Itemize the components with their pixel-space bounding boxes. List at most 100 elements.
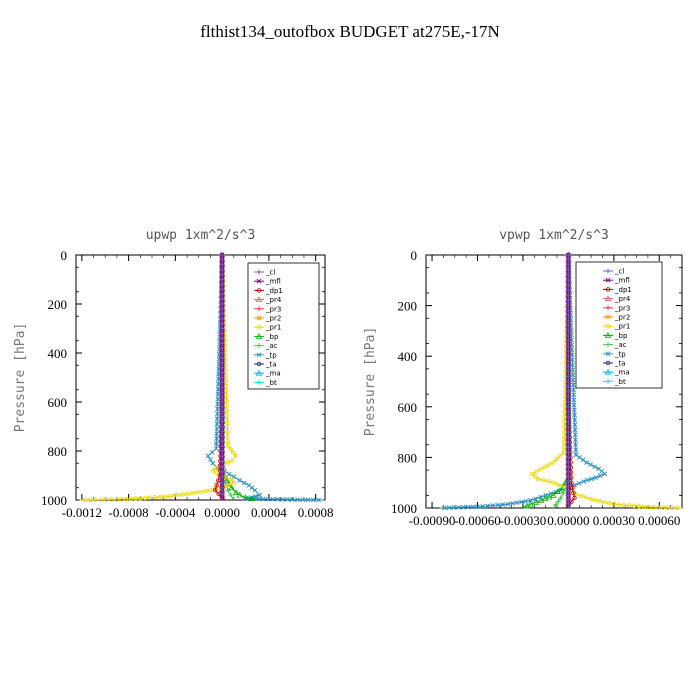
series-point [228,484,235,491]
series-point [205,453,211,459]
series-point [260,496,266,502]
series-point [219,419,225,425]
series-point [561,440,567,445]
legend-item: _mfl [603,277,630,285]
series-point [214,411,220,417]
series-point [565,292,571,298]
series-point [565,501,571,507]
series-point [598,498,603,504]
legend-label: _ta [265,361,277,369]
series-point [219,469,225,475]
legend-item: _pr2 [254,315,281,323]
legend-marker [256,352,262,358]
series-point [214,465,219,471]
series-point [162,494,167,499]
series-point [219,375,225,380]
series-point [565,303,571,309]
series-point [529,471,535,477]
x-tick-label: -0.00060 [454,513,501,528]
series-point [216,478,221,483]
series-point [219,257,225,263]
x-tick-label: 0.00030 [593,513,635,528]
series-point [210,468,215,473]
legend-marker [605,351,611,357]
legend-marker [605,268,611,274]
legend-item: _ma [254,370,281,378]
series-point [214,436,219,441]
series-point [470,504,476,510]
legend-item: _bp [254,333,279,341]
series-point [565,318,571,324]
series-point [514,500,520,506]
series-point [109,497,114,502]
legend-label: _mfl [265,278,281,286]
series-point [626,503,632,508]
series-point [565,404,571,410]
series-point [565,287,571,293]
series-point [532,474,538,479]
legend-box [247,262,320,390]
legend-item: _dp1 [603,286,632,294]
series-point [210,460,216,466]
series-point [225,438,231,444]
x-tick-label: 0.0008 [298,505,334,520]
series-point [565,389,571,395]
series-point [224,403,229,409]
legend-item: _ta [603,360,626,368]
series-point [565,348,571,354]
y-tick-label: 0 [61,248,68,263]
x-tick-label: -0.0004 [155,505,196,520]
series-point [528,498,533,503]
series-point [565,272,571,278]
legend-item: _tp [254,351,277,359]
series-point [565,424,571,430]
series-point [584,460,589,465]
series-point [233,453,239,459]
series-point [538,466,544,471]
series-point [219,459,225,464]
series-point [285,497,290,502]
series-point [219,267,225,273]
series-point [670,505,675,510]
series-point [219,474,225,480]
series-point [660,505,666,510]
legend-label: _ac [265,342,278,350]
x-tick-label: -0.0008 [109,505,149,520]
legend-label: _ma [265,370,281,378]
series-point [219,428,225,434]
series-point [560,490,566,496]
series-point [565,469,571,475]
series-point [189,490,194,496]
series-point [543,492,549,498]
series-point [551,460,556,465]
series-line [531,254,683,509]
legend-label: _tp [614,350,626,358]
series-point [565,464,571,470]
series-point [573,437,578,443]
series-point [265,496,271,502]
series-point [219,443,225,449]
series-point [229,476,234,482]
series-point [142,495,148,501]
series-point [167,494,172,499]
series-point [580,457,586,463]
legend-label: _pr4 [265,296,282,304]
series-point [565,373,571,379]
series-point [219,365,225,371]
legend-label: _pr2 [614,314,630,322]
series-point [446,505,452,511]
series-point [219,252,225,258]
legend-item: _pr3 [254,305,281,313]
series-point [270,496,276,502]
series-point [527,500,534,507]
series-point [593,497,598,503]
series-point [573,452,579,458]
legend-item: _pr4 [603,295,631,303]
series-point [219,281,225,287]
series-point [616,502,622,507]
series-point [565,323,571,329]
legend-item: _ac [603,341,627,349]
legend-marker [605,277,611,283]
legend-label: _bt [614,378,626,386]
